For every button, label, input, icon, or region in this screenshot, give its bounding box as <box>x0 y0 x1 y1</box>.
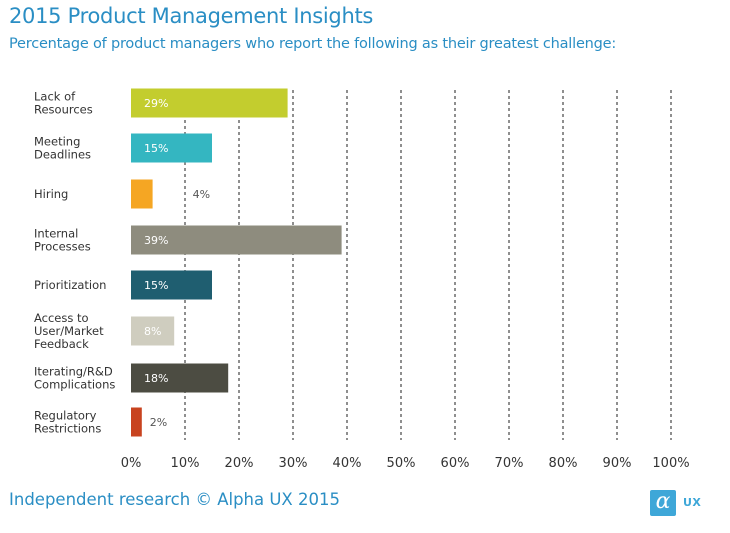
x-tick-label-100: 100% <box>652 456 689 471</box>
x-tick-label-50: 50% <box>387 456 416 471</box>
data-label-6: 18% <box>144 372 168 385</box>
category-label-4-line-0: Prioritization <box>34 278 106 292</box>
data-label-3: 39% <box>144 234 168 247</box>
x-tick-label-30: 30% <box>279 456 308 471</box>
grid-lines <box>184 90 672 440</box>
bar-5 <box>131 316 175 346</box>
data-label-0: 29% <box>144 97 168 110</box>
x-tick-label-90: 90% <box>603 456 632 471</box>
category-label-0-line-0: Lack of <box>34 90 76 104</box>
category-label-6-line-0: Iterating/R&D <box>34 365 113 379</box>
x-tick-label-40: 40% <box>333 456 362 471</box>
alpha-ux-logo-icon: α <box>650 490 676 516</box>
x-tick-label-70: 70% <box>495 456 524 471</box>
bar-2 <box>131 179 153 209</box>
x-tick-label-20: 20% <box>225 456 254 471</box>
data-label-1: 15% <box>144 142 168 155</box>
category-label-3-line-1: Processes <box>34 240 91 254</box>
x-tick-label-80: 80% <box>549 456 578 471</box>
category-label-7-line-1: Restrictions <box>34 422 101 436</box>
bar-1 <box>131 133 212 163</box>
footer-credit: Independent research © Alpha UX 2015 <box>9 490 340 509</box>
category-label-1-line-1: Deadlines <box>34 148 91 162</box>
x-tick-label-10: 10% <box>171 456 200 471</box>
chart-title: 2015 Product Management Insights <box>9 4 374 28</box>
x-axis-tick-labels: 0% 10% 20% 30% 40% 50% 60% 70% 80% 90% 100% <box>121 456 690 471</box>
data-label-4: 15% <box>144 279 168 292</box>
category-label-3-line-0: Internal <box>34 227 78 241</box>
category-label-1-line-0: Meeting <box>34 135 80 149</box>
category-label-7-line-0: Regulatory <box>34 409 97 423</box>
x-tick-label-0: 0% <box>121 456 142 471</box>
category-label-2-line-0: Hiring <box>34 187 68 201</box>
data-label-7: 2% <box>150 416 167 429</box>
category-label-0-line-1: Resources <box>34 103 93 117</box>
bar-3 <box>131 225 342 255</box>
bar-6 <box>131 363 229 393</box>
chart-subtitle: Percentage of product managers who repor… <box>9 36 617 52</box>
category-label-5-line-0: Access to <box>34 311 89 325</box>
bar-4 <box>131 270 212 300</box>
bars: 29% 15% 4% 39% 15% 8% 18% 2% <box>131 88 342 437</box>
category-label-6-line-1: Complications <box>34 378 115 392</box>
x-tick-label-60: 60% <box>441 456 470 471</box>
data-label-5: 8% <box>144 325 161 338</box>
category-label-5-line-1: User/Market <box>34 324 104 338</box>
data-label-2: 4% <box>193 188 210 201</box>
alpha-ux-logo-text: UX <box>683 496 702 509</box>
bar-7 <box>131 407 142 437</box>
category-label-5-line-2: Feedback <box>34 337 89 351</box>
bar-0 <box>131 88 288 118</box>
